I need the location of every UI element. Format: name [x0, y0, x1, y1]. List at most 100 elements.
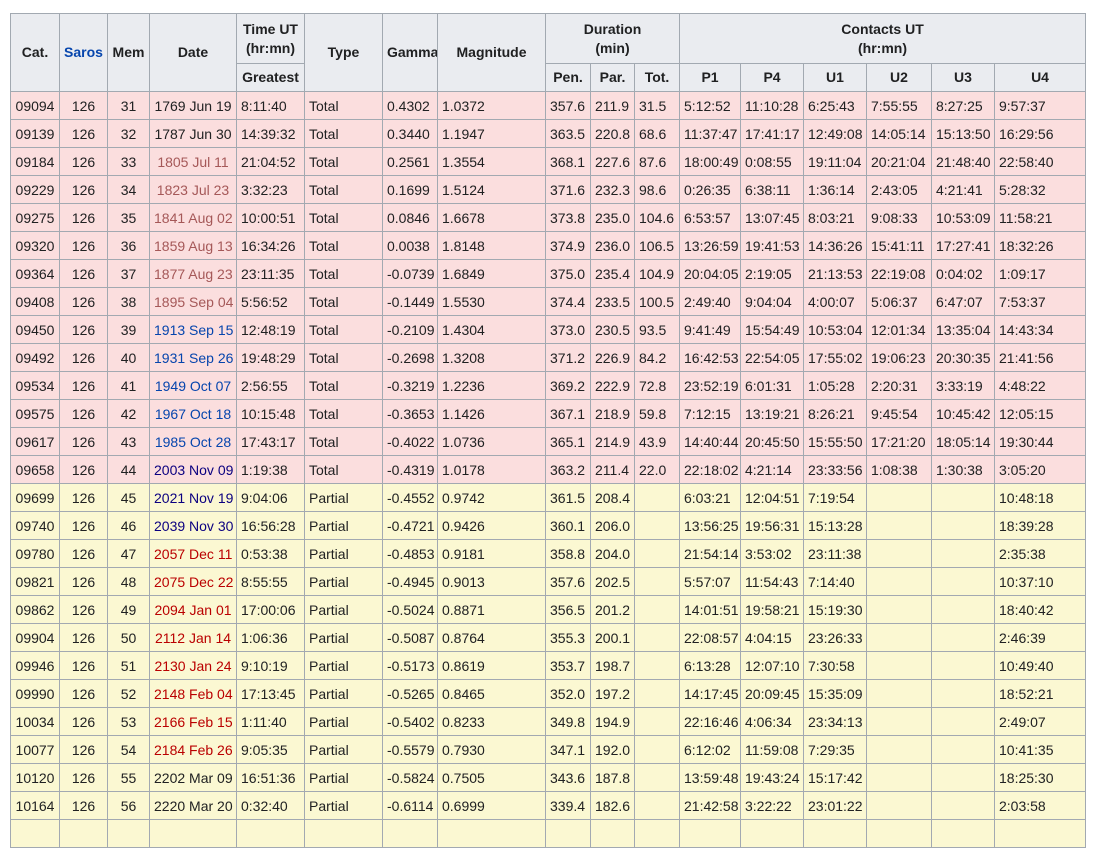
cell-u1: 17:55:02: [804, 344, 867, 372]
date-link[interactable]: 2094 Jan 01: [154, 602, 231, 618]
cell-cat: 09575: [11, 400, 60, 428]
cell-magnitude: 1.4304: [438, 316, 546, 344]
cell-date: 2184 Feb 26: [150, 736, 237, 764]
date-link[interactable]: 2166 Feb 15: [154, 714, 233, 730]
cell-saros: 126: [60, 372, 108, 400]
cell-type: Total: [305, 456, 383, 484]
cell-saros: 126: [60, 736, 108, 764]
date-link[interactable]: 1931 Sep 26: [154, 350, 233, 366]
cell-cat: 09617: [11, 428, 60, 456]
cell-pen: 357.6: [546, 92, 591, 120]
date-link[interactable]: 1859 Aug 13: [154, 238, 233, 254]
date-link[interactable]: 2148 Feb 04: [154, 686, 233, 702]
cell-cat: 09862: [11, 596, 60, 624]
cell-cat: 09229: [11, 176, 60, 204]
cell-greatest: 0:53:38: [237, 540, 305, 568]
cell-type: Total: [305, 316, 383, 344]
cell-cat: 09184: [11, 148, 60, 176]
cell-u1: 15:17:42: [804, 764, 867, 792]
cell-p4: 19:43:24: [741, 764, 804, 792]
cell-p4: 19:58:21: [741, 596, 804, 624]
cell-date: 1967 Oct 18: [150, 400, 237, 428]
cell-par: 236.0: [591, 232, 635, 260]
cell-p1: 11:37:47: [680, 120, 741, 148]
cell-cat: 09699: [11, 484, 60, 512]
cell-u3: [932, 764, 995, 792]
date-link[interactable]: 1841 Aug 02: [154, 210, 233, 226]
date-link[interactable]: 1805 Jul 11: [157, 154, 228, 170]
cell-date: 1823 Jul 23: [150, 176, 237, 204]
cell-p1: 13:56:25: [680, 512, 741, 540]
cell-par: 208.4: [591, 484, 635, 512]
cell-p1: 7:12:15: [680, 400, 741, 428]
cell-p4: 19:41:53: [741, 232, 804, 260]
date-link[interactable]: 1949 Oct 07: [155, 378, 231, 394]
date-link[interactable]: 2003 Nov 09: [154, 462, 233, 478]
cell-u2: 15:41:11: [867, 232, 932, 260]
saros-link[interactable]: Saros: [64, 44, 103, 60]
cell-u3: 20:30:35: [932, 344, 995, 372]
cell-p1: 5:57:07: [680, 568, 741, 596]
date-link[interactable]: 2112 Jan 14: [155, 630, 231, 646]
cell-greatest: 8:11:40: [237, 92, 305, 120]
cell-type: Total: [305, 92, 383, 120]
cell-pen: 361.5: [546, 484, 591, 512]
date-link[interactable]: 2075 Dec 22: [154, 574, 233, 590]
cell-u2: [867, 540, 932, 568]
cell-greatest: [237, 820, 305, 848]
cell-u1: 7:19:54: [804, 484, 867, 512]
date-link[interactable]: 2057 Dec 11: [154, 546, 232, 562]
cell-par: 211.4: [591, 456, 635, 484]
cell-p1: 13:59:48: [680, 764, 741, 792]
cell-u1: 7:30:58: [804, 652, 867, 680]
date-link[interactable]: 1877 Aug 23: [154, 266, 233, 282]
cell-magnitude: 0.9742: [438, 484, 546, 512]
cell-u2: 9:08:33: [867, 204, 932, 232]
cell-mem: 56: [108, 792, 150, 820]
table-row: 09658126442003 Nov 091:19:38Total-0.4319…: [11, 456, 1086, 484]
cell-gamma: 0.0038: [383, 232, 438, 260]
table-row: 09492126401931 Sep 2619:48:29Total-0.269…: [11, 344, 1086, 372]
cell-saros: [60, 820, 108, 848]
cell-u3: 10:53:09: [932, 204, 995, 232]
cell-u4: 18:40:42: [995, 596, 1086, 624]
cell-u2: [867, 568, 932, 596]
cell-gamma: -0.4721: [383, 512, 438, 540]
cell-cat: 10077: [11, 736, 60, 764]
cell-magnitude: 1.5530: [438, 288, 546, 316]
date-link[interactable]: 2130 Jan 24: [154, 658, 231, 674]
date-link[interactable]: 1913 Sep 15: [154, 322, 233, 338]
cell-pen: 369.2: [546, 372, 591, 400]
cell-greatest: 1:19:38: [237, 456, 305, 484]
cell-date: [150, 820, 237, 848]
date-link[interactable]: 2039 Nov 30: [154, 518, 233, 534]
cell-u2: 2:43:05: [867, 176, 932, 204]
cell-pen: 367.1: [546, 400, 591, 428]
cell-par: 204.0: [591, 540, 635, 568]
cell-u1: 23:11:38: [804, 540, 867, 568]
cell-cat: 09275: [11, 204, 60, 232]
cell-saros: 126: [60, 316, 108, 344]
date-link[interactable]: 1895 Sep 04: [154, 294, 233, 310]
cell-cat: 09408: [11, 288, 60, 316]
cell-magnitude: 1.1947: [438, 120, 546, 148]
cell-date: 2003 Nov 09: [150, 456, 237, 484]
cell-pen: 375.0: [546, 260, 591, 288]
date-link[interactable]: 1823 Jul 23: [157, 182, 229, 198]
cell-date: 1859 Aug 13: [150, 232, 237, 260]
cell-saros: 126: [60, 148, 108, 176]
cell-u2: [867, 708, 932, 736]
date-link[interactable]: 1967 Oct 18: [155, 406, 231, 422]
date-link[interactable]: 2184 Feb 26: [154, 742, 233, 758]
eclipse-table-body: 09094126311769 Jun 198:11:40Total0.43021…: [11, 92, 1086, 848]
cell-u2: 22:19:08: [867, 260, 932, 288]
cell-p1: 6:53:57: [680, 204, 741, 232]
date-link[interactable]: 2021 Nov 19: [154, 490, 233, 506]
cell-gamma: -0.2109: [383, 316, 438, 344]
cell-mem: 40: [108, 344, 150, 372]
date-link[interactable]: 1985 Oct 28: [155, 434, 231, 450]
cell-tot: [635, 652, 680, 680]
cell-type: Partial: [305, 792, 383, 820]
cell-saros: 126: [60, 596, 108, 624]
cell-u3: 3:33:19: [932, 372, 995, 400]
